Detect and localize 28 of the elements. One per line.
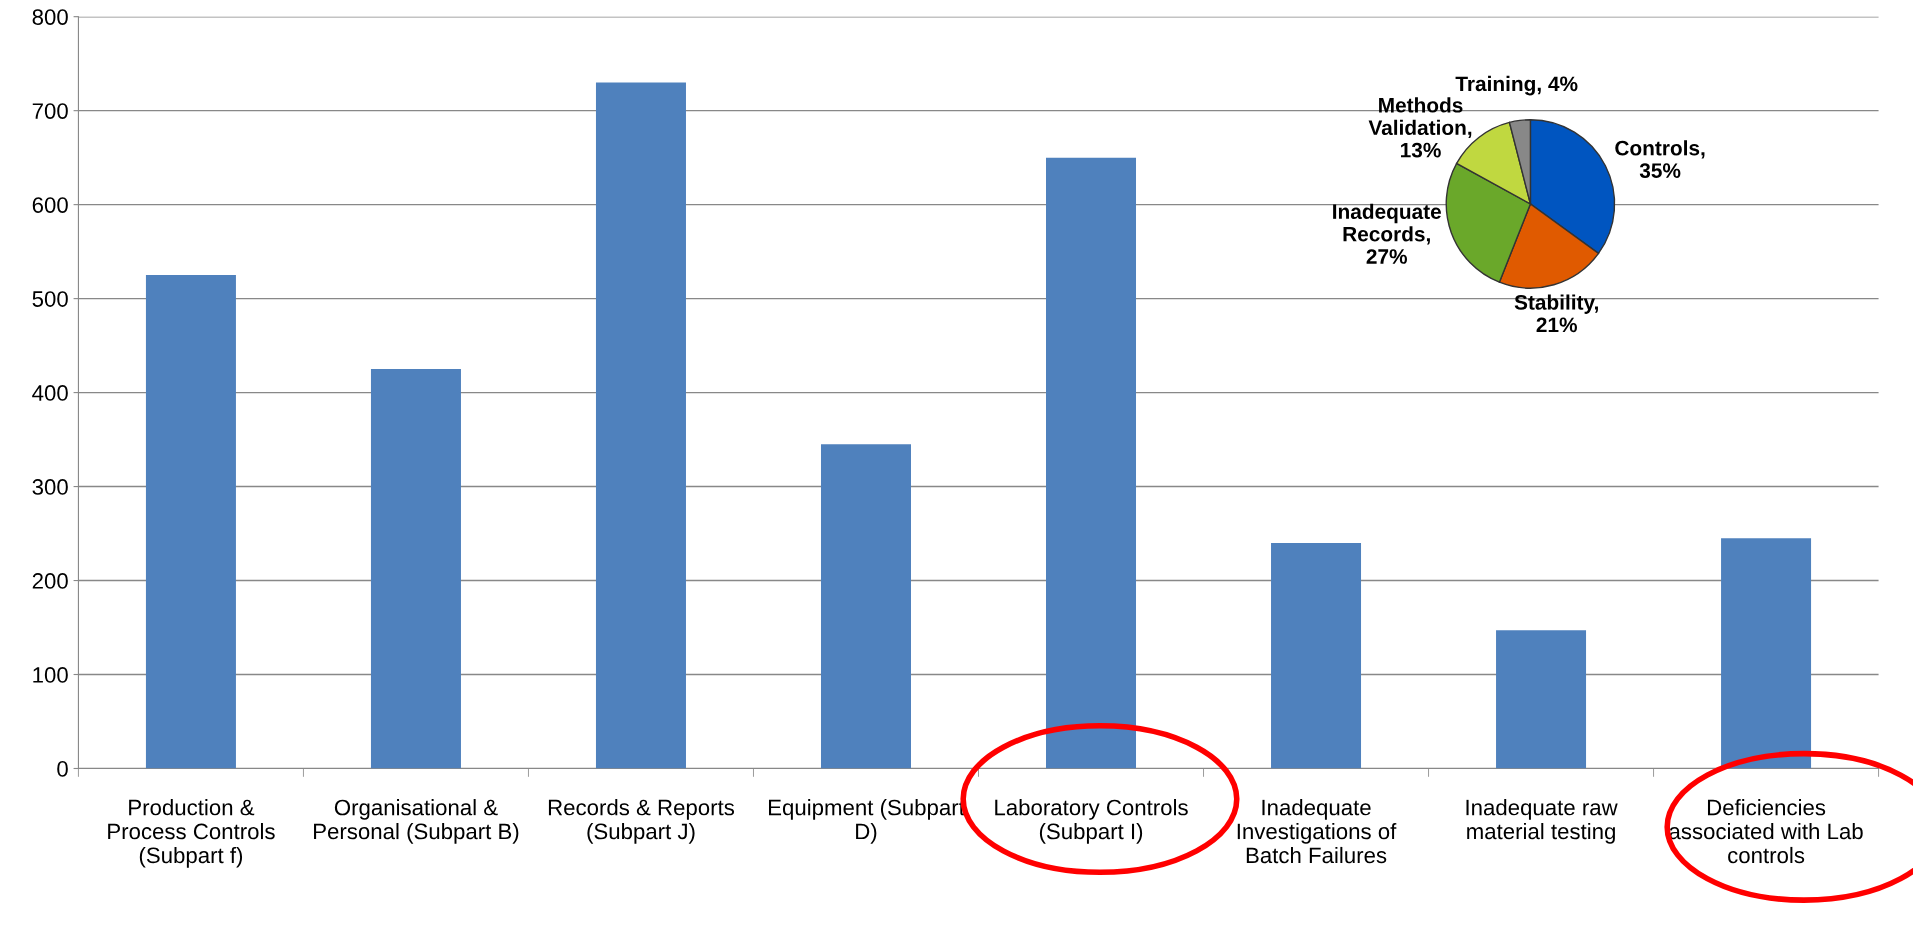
bar xyxy=(1271,542,1362,769)
x-tick-label: Production & Process Controls (Subpart f) xyxy=(108,799,275,868)
y-tick-label: 500 xyxy=(32,291,68,307)
x-tick-label: Records & Reports (Subpart J) xyxy=(548,799,735,844)
bar xyxy=(1496,630,1587,769)
y-tick-label: 300 xyxy=(32,479,68,495)
y-tick-label: 200 xyxy=(32,573,68,589)
bar xyxy=(820,444,911,769)
slice-label: Inadequate Records, 27% xyxy=(1333,203,1441,264)
slice-label: Stability, 21% xyxy=(1514,294,1598,333)
slice-label: Methods Validation, 13% xyxy=(1368,97,1472,158)
y-tick-label: 700 xyxy=(32,103,68,119)
bar xyxy=(1046,157,1137,769)
slice-label: Training, 4% xyxy=(1455,75,1578,96)
y-tick-label: 600 xyxy=(32,197,68,213)
x-tick-label: Inadequate raw material testing xyxy=(1466,799,1618,844)
x-tick-label: Organisational & Personal (Subpart B) xyxy=(314,799,519,844)
y-tick-label: 100 xyxy=(33,667,68,683)
y-tick-label: 0 xyxy=(57,761,68,777)
y-tick-label: 400 xyxy=(32,385,68,401)
bar xyxy=(595,82,686,769)
x-tick-label: Deficiencies associated with Lab controls xyxy=(1669,799,1863,864)
bar xyxy=(145,275,236,769)
x-tick-label: Inadequate Investigations of Batch Failures xyxy=(1237,799,1397,864)
slice-label: Controls, 35% xyxy=(1615,140,1705,178)
bar xyxy=(370,369,461,769)
x-tick-label: Laboratory Controls (Subpart I) xyxy=(995,799,1188,844)
y-tick-label: 800 xyxy=(32,9,68,25)
